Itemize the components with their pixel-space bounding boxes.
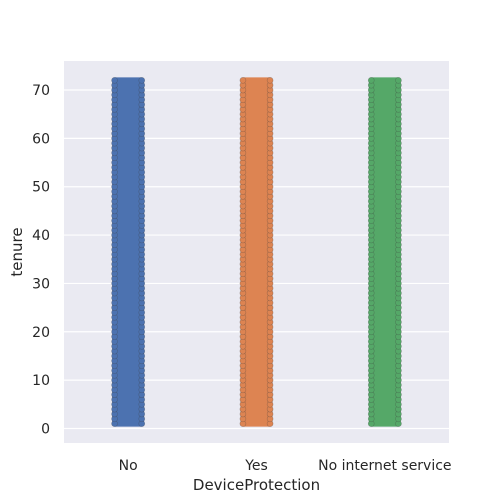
x-axis-label: DeviceProtection: [193, 476, 320, 494]
strip-no-internet-service: [367, 77, 402, 427]
y-tick-label: 30: [32, 276, 50, 292]
data-strips: [111, 77, 402, 427]
x-tick-label: No internet service: [318, 458, 451, 474]
data-point: [111, 77, 118, 84]
data-point: [367, 77, 375, 84]
data-point: [138, 77, 146, 84]
strip-yes: [239, 77, 274, 427]
x-tick-label: Yes: [244, 458, 268, 474]
strip-band: [240, 77, 273, 427]
y-tick-labels: 0 10 20 30 40 50 60 70: [32, 83, 50, 437]
y-tick-label: 70: [32, 83, 50, 99]
strip-points: [367, 77, 402, 427]
strip-points: [111, 77, 146, 427]
data-point: [395, 77, 402, 84]
y-tick-label: 60: [32, 131, 50, 147]
x-tick-labels: No Yes No internet service: [119, 458, 452, 474]
y-tick-label: 40: [32, 228, 50, 244]
strip-band: [368, 77, 401, 427]
y-axis-label: tenure: [8, 227, 26, 276]
strip-points: [239, 77, 274, 427]
data-point: [239, 77, 247, 84]
y-tick-label: 50: [32, 180, 50, 196]
strip-no: [111, 77, 146, 427]
data-point: [266, 77, 274, 84]
strip-band: [112, 77, 145, 427]
x-tick-label: No: [119, 458, 138, 474]
y-tick-label: 0: [41, 421, 50, 437]
y-tick-label: 20: [32, 325, 50, 341]
y-tick-label: 10: [32, 373, 50, 389]
